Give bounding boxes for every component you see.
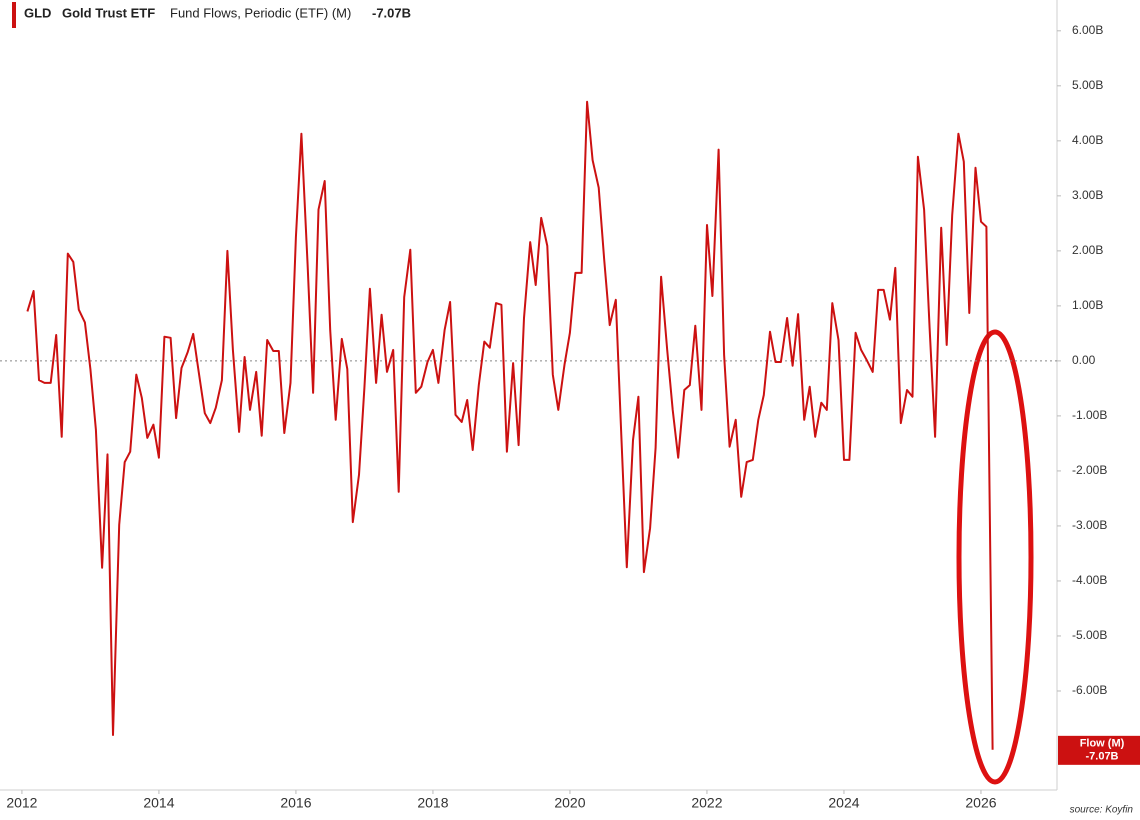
x-tick-label: 2026: [965, 795, 996, 811]
y-tick-label: -3.00B: [1072, 518, 1107, 532]
y-tick-label: 6.00B: [1072, 23, 1103, 37]
x-tick-label: 2024: [828, 795, 859, 811]
y-tick-label: 2.00B: [1072, 243, 1103, 257]
x-tick-label: 2020: [554, 795, 585, 811]
ticker: GLD: [24, 5, 51, 20]
y-tick-label: 0.00: [1072, 353, 1096, 367]
y-tick-label: 5.00B: [1072, 78, 1103, 92]
x-tick-label: 2016: [280, 795, 311, 811]
y-tick-label: -2.00B: [1072, 463, 1107, 477]
flow-line: [26, 100, 994, 750]
end-label-value: -7.07B: [1085, 751, 1118, 763]
last-value: -7.07B: [372, 5, 411, 20]
x-tick-label: 2018: [417, 795, 448, 811]
header-accent: [12, 2, 16, 28]
y-tick-label: -5.00B: [1072, 628, 1107, 642]
highlight-ellipse: [956, 329, 1034, 785]
header-box: [12, 2, 432, 28]
metric: Fund Flows, Periodic (ETF) (M): [170, 5, 351, 20]
end-label-name: Flow (M): [1080, 738, 1125, 750]
fund-name: Gold Trust ETF: [62, 5, 155, 20]
x-tick-label: 2022: [691, 795, 722, 811]
y-tick-label: 4.00B: [1072, 133, 1103, 147]
y-tick-label: 1.00B: [1072, 298, 1103, 312]
source: source: Koyfin: [1070, 805, 1134, 815]
x-tick-label: 2012: [6, 795, 37, 811]
y-tick-label: -6.00B: [1072, 683, 1107, 697]
y-tick-label: -1.00B: [1072, 408, 1107, 422]
x-tick-label: 2014: [143, 795, 174, 811]
y-tick-label: 3.00B: [1072, 188, 1103, 202]
end-label-box: [1058, 735, 1140, 765]
y-tick-label: -4.00B: [1072, 573, 1107, 587]
